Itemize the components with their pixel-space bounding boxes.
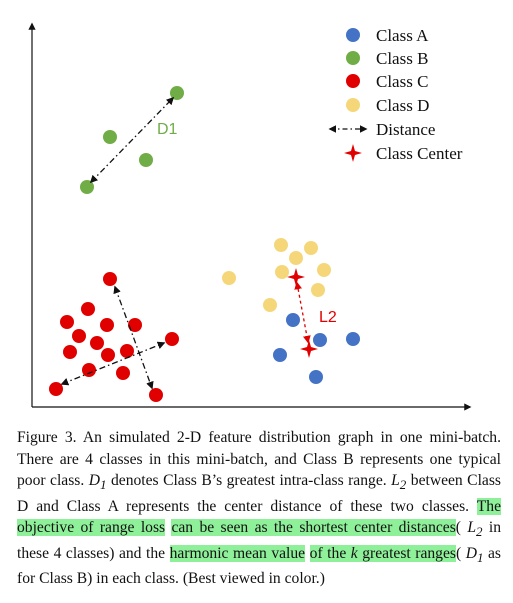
class-d-center-star (287, 268, 305, 286)
l2-symbol: L2 (391, 472, 407, 493)
class-d-point (289, 251, 303, 265)
class-c-distance-arrow (60, 341, 166, 386)
class-d-point (317, 263, 331, 277)
class-a-point (313, 333, 327, 347)
legend-class-d-marker (346, 98, 360, 112)
caption-text: ( (455, 544, 466, 562)
class-c-point (63, 345, 77, 359)
class-c-point (101, 348, 115, 362)
legend: Class A Class B Class C Class D Distance… (328, 26, 463, 163)
class-c-points (49, 272, 179, 402)
class-a-point (286, 313, 300, 327)
class-b-point (139, 153, 153, 167)
l2-symbol: L2 (467, 519, 483, 540)
class-c-point (81, 302, 95, 316)
figure-caption: Figure 3. An simulated 2-D feature distr… (17, 427, 501, 590)
d1-symbol: D1 (88, 472, 107, 493)
legend-class-a-label: Class A (376, 26, 429, 45)
legend-class-b-marker (346, 51, 360, 65)
class-a-center-star (300, 340, 318, 358)
highlight-k-greatest-ranges: of the k greatest ranges (309, 544, 456, 562)
l2-label: L2 (319, 309, 337, 326)
class-a-point (309, 370, 323, 384)
class-c-point (165, 332, 179, 346)
caption-text: between Class D and Class A represents t… (17, 472, 501, 515)
class-b-point (80, 180, 94, 194)
legend-class-center-star (344, 144, 362, 162)
class-d-point (311, 283, 325, 297)
class-d-point (274, 238, 288, 252)
feature-distribution-figure: D1 L2 (28, 22, 472, 411)
class-c-point (90, 336, 104, 350)
caption-text: ( (455, 519, 468, 537)
highlight-shortest-center-distances: can be seen as the shortest center dista… (171, 519, 456, 537)
d1-symbol: D1 (465, 544, 484, 565)
caption-text: in these 4 classes) and the (17, 519, 501, 562)
class-d-points (222, 238, 331, 312)
class-c-point (149, 388, 163, 402)
class-d-point (304, 241, 318, 255)
class-d-point (263, 298, 277, 312)
caption-text: as for Class B) in each class. (Best vie… (17, 544, 501, 588)
class-c-point (116, 366, 130, 380)
class-b-point (103, 130, 117, 144)
class-c-point (49, 382, 63, 396)
class-d-point (275, 265, 289, 279)
class-c-point (60, 315, 74, 329)
legend-class-c-marker (346, 74, 360, 88)
class-c-point (72, 329, 86, 343)
class-c-point (103, 272, 117, 286)
highlight-harmonic-mean-value: harmonic mean value (169, 544, 306, 562)
class-a-point (273, 348, 287, 362)
legend-class-center-label: Class Center (376, 144, 463, 163)
caption-text: Figure 3. An simulated 2-D feature distr… (17, 429, 501, 489)
legend-class-b-label: Class B (376, 49, 428, 68)
legend-class-d-label: Class D (376, 96, 429, 115)
class-c-distance-arrow (113, 285, 154, 390)
d1-distance-arrow (89, 96, 175, 184)
d1-label: D1 (157, 121, 178, 138)
class-a-points (273, 313, 360, 384)
legend-class-a-marker (346, 28, 360, 42)
legend-class-c-label: Class C (376, 72, 428, 91)
class-d-point (222, 271, 236, 285)
class-c-point (120, 344, 134, 358)
legend-distance-label: Distance (376, 120, 435, 139)
class-b-point (170, 86, 184, 100)
caption-text: denotes Class B’s greatest intra-class r… (106, 472, 392, 489)
l2-distance-arrow (294, 281, 311, 344)
class-c-point (100, 318, 114, 332)
class-a-point (346, 332, 360, 346)
